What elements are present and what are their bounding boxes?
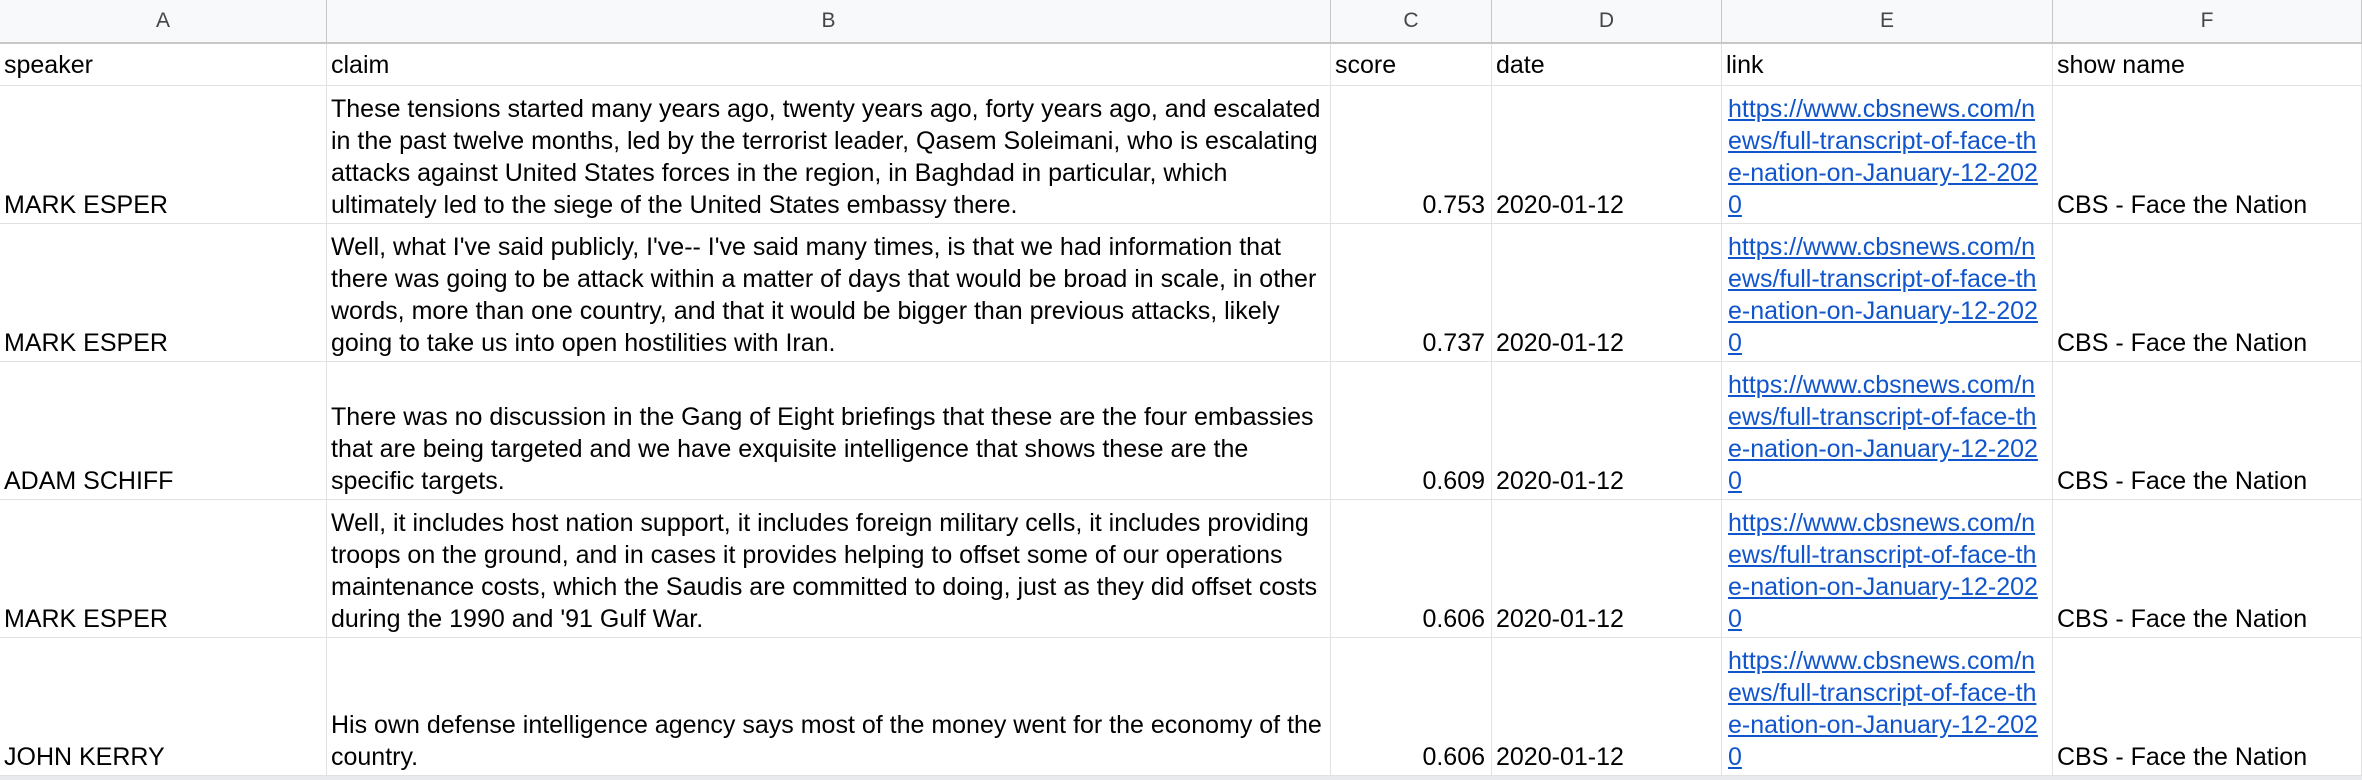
table-row-cell-claim[interactable]: Well, it includes host nation support, i… — [327, 500, 1331, 638]
table-row-cell-speaker[interactable]: MARK ESPER — [0, 500, 327, 638]
table-row-cell-link[interactable]: https://www.cbsnews.com/news/full-transc… — [1722, 638, 2053, 776]
column-header-b[interactable]: B — [327, 0, 1331, 44]
table-row-cell-speaker[interactable]: JOHN KERRY — [0, 638, 327, 776]
table-row-cell-claim[interactable]: These tensions started many years ago, t… — [327, 86, 1331, 224]
header-cell-speaker[interactable]: speaker — [0, 44, 327, 86]
claim-text: Well, it includes host nation support, i… — [331, 509, 1318, 633]
table-row-cell-show-name[interactable]: CBS - Face the Nation — [2053, 362, 2362, 500]
table-row-cell-claim[interactable]: Well, what I've said publicly, I've-- I'… — [327, 224, 1331, 362]
table-row-cell-show-name[interactable]: CBS - Face the Nation — [2053, 500, 2362, 638]
table-row-cell-date[interactable]: 2020-01-12 — [1492, 638, 1722, 776]
table-row-cell-speaker[interactable]: MARK ESPER — [0, 86, 327, 224]
transcript-link[interactable]: https://www.cbsnews.com/news/full-transc… — [1728, 371, 2038, 495]
column-header-d[interactable]: D — [1492, 0, 1722, 44]
table-row-cell-score[interactable]: 0.753 — [1331, 86, 1492, 224]
table-row-cell-claim[interactable]: There was no discussion in the Gang of E… — [327, 362, 1331, 500]
header-cell-show-name[interactable]: show name — [2053, 44, 2362, 86]
table-row-cell-show-name[interactable]: CBS - Face the Nation — [2053, 638, 2362, 776]
claim-text: Well, what I've said publicly, I've-- I'… — [331, 233, 1317, 357]
table-row-cell-date[interactable]: 2020-01-12 — [1492, 86, 1722, 224]
table-row-cell-link[interactable]: https://www.cbsnews.com/news/full-transc… — [1722, 362, 2053, 500]
table-row-cell-show-name[interactable]: CBS - Face the Nation — [2053, 224, 2362, 362]
table-row-cell-date[interactable]: 2020-01-12 — [1492, 362, 1722, 500]
table-row-cell-date[interactable]: 2020-01-12 — [1492, 224, 1722, 362]
table-row-cell-score[interactable]: 0.737 — [1331, 224, 1492, 362]
claim-text: His own defense intelligence agency says… — [331, 711, 1322, 771]
header-cell-link[interactable]: link — [1722, 44, 2053, 86]
column-header-f[interactable]: F — [2053, 0, 2362, 44]
claim-text: There was no discussion in the Gang of E… — [331, 403, 1314, 495]
table-row-cell-date[interactable]: 2020-01-12 — [1492, 500, 1722, 638]
table-row-cell-link[interactable]: https://www.cbsnews.com/news/full-transc… — [1722, 500, 2053, 638]
table-row-cell-score[interactable]: 0.606 — [1331, 638, 1492, 776]
table-row-cell-claim[interactable]: His own defense intelligence agency says… — [327, 638, 1331, 776]
header-cell-claim[interactable]: claim — [327, 44, 1331, 86]
column-header-e[interactable]: E — [1722, 0, 2053, 44]
column-header-c[interactable]: C — [1331, 0, 1492, 44]
table-row-cell-score[interactable]: 0.606 — [1331, 500, 1492, 638]
table-row-cell-show-name[interactable]: CBS - Face the Nation — [2053, 86, 2362, 224]
table-row-cell-link[interactable]: https://www.cbsnews.com/news/full-transc… — [1722, 224, 2053, 362]
table-row-cell-link[interactable]: https://www.cbsnews.com/news/full-transc… — [1722, 86, 2053, 224]
table-row-cell-score[interactable]: 0.609 — [1331, 362, 1492, 500]
claim-text: These tensions started many years ago, t… — [331, 95, 1321, 219]
column-header-a[interactable]: A — [0, 0, 327, 44]
transcript-link[interactable]: https://www.cbsnews.com/news/full-transc… — [1728, 647, 2038, 771]
header-cell-date[interactable]: date — [1492, 44, 1722, 86]
header-cell-score[interactable]: score — [1331, 44, 1492, 86]
table-row-cell-speaker[interactable]: MARK ESPER — [0, 224, 327, 362]
table-row-cell-speaker[interactable]: ADAM SCHIFF — [0, 362, 327, 500]
transcript-link[interactable]: https://www.cbsnews.com/news/full-transc… — [1728, 509, 2038, 633]
scroll-edge-divider — [0, 776, 2362, 780]
transcript-link[interactable]: https://www.cbsnews.com/news/full-transc… — [1728, 233, 2038, 357]
transcript-link[interactable]: https://www.cbsnews.com/news/full-transc… — [1728, 95, 2038, 219]
